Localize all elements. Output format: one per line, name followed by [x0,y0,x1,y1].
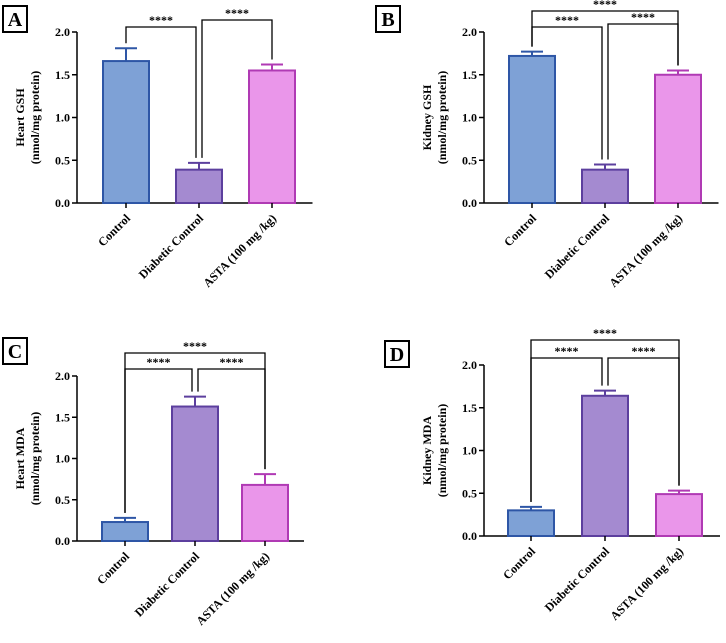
bar-1 [102,60,150,204]
y-tick-label: 0.0 [462,529,477,543]
category-label: ASTA (100 mg /kg) [606,211,685,290]
bar-2 [171,405,219,542]
y-tick-label: 0.5 [55,153,70,167]
y-tick-label: 2.0 [55,369,70,383]
y-tick-label: 0.5 [55,493,70,507]
y-tick-label: 1.0 [55,452,70,466]
category-label: ASTA (100 mg /kg) [607,544,686,623]
y-tick-label: 2.0 [55,25,70,39]
significance-label: **** [632,344,656,358]
category-label: Diabetic Control [542,211,613,282]
bar-1 [508,54,556,204]
bar-3 [655,493,703,538]
significance-bracket [124,352,266,513]
y-tick-label: 0.0 [55,534,70,548]
panel-b: B 0.0 0.5 1.0 1.5 2.0 Kidney GSH(nmol/mg prote… [375,0,719,290]
y-tick-label: 1.5 [462,68,477,82]
category-label: Diabetic Control [136,211,207,282]
category-label: Control [94,549,132,587]
panel-letter: D [390,344,404,366]
panel-label-box [375,5,401,33]
significance-label: **** [183,339,207,353]
y-tick-label: 0.5 [462,486,477,500]
bar-3 [248,69,296,204]
panel-letter: A [8,9,23,31]
y-axis-label: Heart MDA(nmol/mg protein) [13,412,42,505]
significance-label: **** [555,344,579,358]
bar-2 [581,168,629,204]
panel-c: C 0.0 0.5 1.0 1.5 2.0 Heart MDA(nmol/mg protei… [2,337,304,628]
category-label: Control [501,211,539,249]
category-label: Control [500,544,538,582]
y-tick-label: 1.5 [55,68,70,82]
significance-label: **** [631,10,655,24]
significance-label: **** [593,326,617,340]
category-label: ASTA (100 mg /kg) [200,211,279,290]
y-tick-label: 2.0 [462,25,477,39]
bar-2 [175,168,223,204]
significance-label: **** [225,6,249,20]
bar-1 [507,509,555,538]
panel-letter: B [381,9,394,31]
y-tick-label: 1.0 [462,444,477,458]
y-axis-label: Kidney MDA(nmol/mg protein) [420,404,449,497]
y-axis-label: Kidney GSH(nmol/mg protein) [420,71,449,164]
panel-d: D 0.0 0.5 1.0 1.5 2.0 Kidney MDA(nmol/mg prote… [384,326,720,623]
y-tick-label: 0.0 [462,196,477,210]
category-label: Diabetic Control [542,544,613,615]
category-label: Diabetic Control [132,549,203,620]
significance-bracket [531,10,679,66]
bar-1 [101,521,149,543]
significance-bracket [201,19,273,158]
panel-label-box [384,340,410,368]
panel-a: A 0.0 0.5 1.0 1.5 2.0 Heart GSH(nmol/mg protei… [2,5,313,290]
y-tick-label: 2.0 [462,358,477,372]
significance-label: **** [220,355,244,369]
category-label: Control [95,211,133,249]
y-tick-label: 1.5 [462,401,477,415]
y-tick-label: 1.5 [55,410,70,424]
y-tick-label: 0.0 [55,196,70,210]
y-axis-label: Heart GSH(nmol/mg protein) [13,71,42,164]
bar-3 [654,73,702,204]
significance-label: **** [149,13,173,27]
panel-letter: C [8,341,22,363]
bar-3 [241,483,289,542]
significance-bracket [125,26,197,158]
significance-bracket [530,339,680,502]
y-tick-label: 1.0 [55,111,70,125]
significance-label: **** [555,13,579,27]
significance-label: **** [147,355,171,369]
panel-label-box [2,337,28,365]
bar-2 [581,394,629,537]
significance-label: **** [593,0,617,11]
y-tick-label: 0.5 [462,153,477,167]
category-label: ASTA (100 mg /kg) [193,549,272,628]
panel-label-box [2,5,28,33]
y-tick-label: 1.0 [462,111,477,125]
